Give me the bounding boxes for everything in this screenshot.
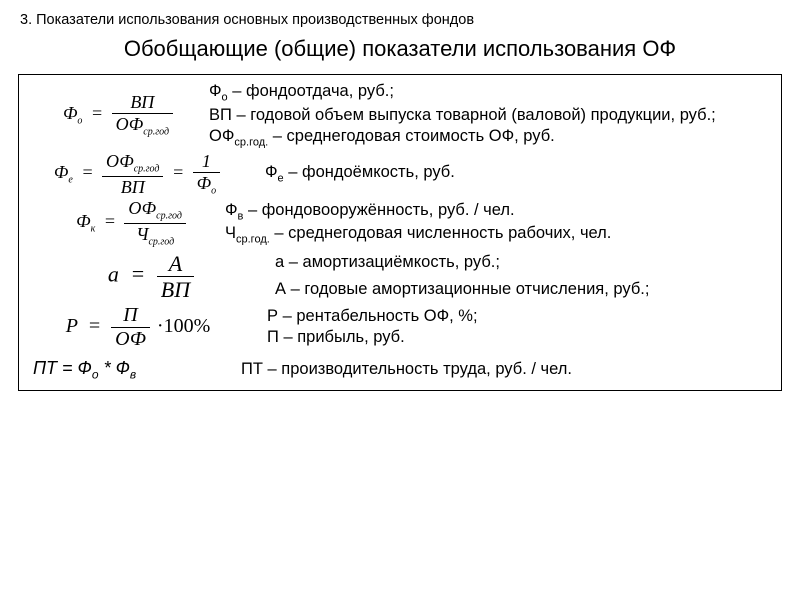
- den: ОФ: [111, 328, 150, 350]
- desc-fo: Фо – фондоотдача, руб.; ВП – годовой объ…: [203, 81, 773, 150]
- num: П: [111, 305, 150, 328]
- frac-fe1: ОФср.год ВП: [102, 152, 163, 197]
- sym-fo: Фо: [63, 103, 82, 123]
- pct100: ·100%: [157, 315, 210, 337]
- sym-fe: Фе: [54, 162, 73, 182]
- row-fondemkost: Фе = ОФср.год ВП = 1 Фо Фе – фондоёмкост…: [27, 152, 773, 197]
- frac-fo: ВП ОФср.год: [112, 93, 173, 138]
- formula-p: P = П ОФ ·100%: [27, 305, 243, 350]
- frac-fk: ОФср.год Чср.год: [124, 199, 185, 248]
- frac-a: A ВП: [157, 252, 194, 301]
- desc-fk: Фв – фондовооружённость, руб. / чел. Чср…: [221, 200, 773, 247]
- sym-p: P: [66, 315, 78, 337]
- desc-pt-line: ПТ – производительность труда, руб. / че…: [241, 359, 773, 380]
- den: ВП: [157, 277, 194, 301]
- desc-fe-line: Фе – фондоёмкость, руб.: [265, 162, 773, 186]
- desc-fo-line3: ОФср.год. – среднегодовая стоимость ОФ, …: [209, 126, 773, 150]
- row-pt: ПТ = Фо * Фв ПТ – производительность тру…: [27, 358, 773, 382]
- formula-fe: Фе = ОФср.год ВП = 1 Фо: [27, 152, 247, 197]
- sym-a: a: [108, 261, 119, 286]
- den: ОФср.год: [112, 114, 173, 138]
- desc-p: Р – рентабельность ОФ, %; П – прибыль, р…: [243, 306, 773, 349]
- formula-pt-text: ПТ = Фо * Фв: [33, 358, 136, 378]
- den: Фо: [193, 173, 220, 197]
- row-fondovooruzh: Фк = ОФср.год Чср.год Фв – фондовооружён…: [27, 199, 773, 248]
- page-title: Обобщающие (общие) показатели использова…: [18, 36, 782, 62]
- eq: =: [130, 261, 145, 286]
- formula-fo: Фо = ВП ОФср.год: [27, 93, 203, 138]
- row-amort: a = A ВП а – амортизациёмкость, руб.; А …: [27, 252, 773, 301]
- sym-fk: Фк: [76, 211, 95, 231]
- formula-a: a = A ВП: [27, 252, 251, 301]
- formula-pt: ПТ = Фо * Фв: [27, 358, 233, 382]
- content-box: Фо = ВП ОФср.год Фо – фондоотдача, руб.;…: [18, 74, 782, 391]
- num: A: [157, 252, 194, 277]
- desc-a-line2: А – годовые амортизационные отчисления, …: [275, 279, 773, 300]
- eq: =: [88, 315, 102, 337]
- den: ВП: [102, 177, 163, 197]
- desc-p-line1: Р – рентабельность ОФ, %;: [267, 306, 773, 327]
- den: Чср.год: [124, 224, 185, 248]
- desc-a: а – амортизациёмкость, руб.; А – годовые…: [251, 252, 773, 301]
- eq: =: [172, 162, 184, 182]
- num: ВП: [112, 93, 173, 114]
- num: ОФср.год: [124, 199, 185, 224]
- eq: =: [91, 103, 103, 123]
- desc-fk-line2: Чср.год. – среднегодовая численность раб…: [225, 223, 773, 247]
- row-rent: P = П ОФ ·100% Р – рентабельность ОФ, %;…: [27, 305, 773, 350]
- frac-p: П ОФ: [111, 305, 150, 350]
- desc-fe: Фе – фондоёмкость, руб.: [247, 162, 773, 186]
- desc-pt: ПТ – производительность труда, руб. / че…: [233, 359, 773, 380]
- eq: =: [104, 211, 116, 231]
- formula-fk: Фк = ОФср.год Чср.год: [27, 199, 221, 248]
- desc-fo-line2: ВП – годовой объем выпуска товарной (вал…: [209, 105, 773, 126]
- desc-p-line2: П – прибыль, руб.: [267, 327, 773, 348]
- desc-a-line1: а – амортизациёмкость, руб.;: [275, 252, 773, 273]
- section-header: 3. Показатели использования основных про…: [20, 12, 782, 28]
- num: 1: [193, 152, 220, 173]
- frac-fe2: 1 Фо: [193, 152, 220, 197]
- desc-fk-line1: Фв – фондовооружённость, руб. / чел.: [225, 200, 773, 224]
- row-fondootdacha: Фо = ВП ОФср.год Фо – фондоотдача, руб.;…: [27, 81, 773, 150]
- eq: =: [81, 162, 93, 182]
- desc-fo-line1: Фо – фондоотдача, руб.;: [209, 81, 773, 105]
- num: ОФср.год: [102, 152, 163, 177]
